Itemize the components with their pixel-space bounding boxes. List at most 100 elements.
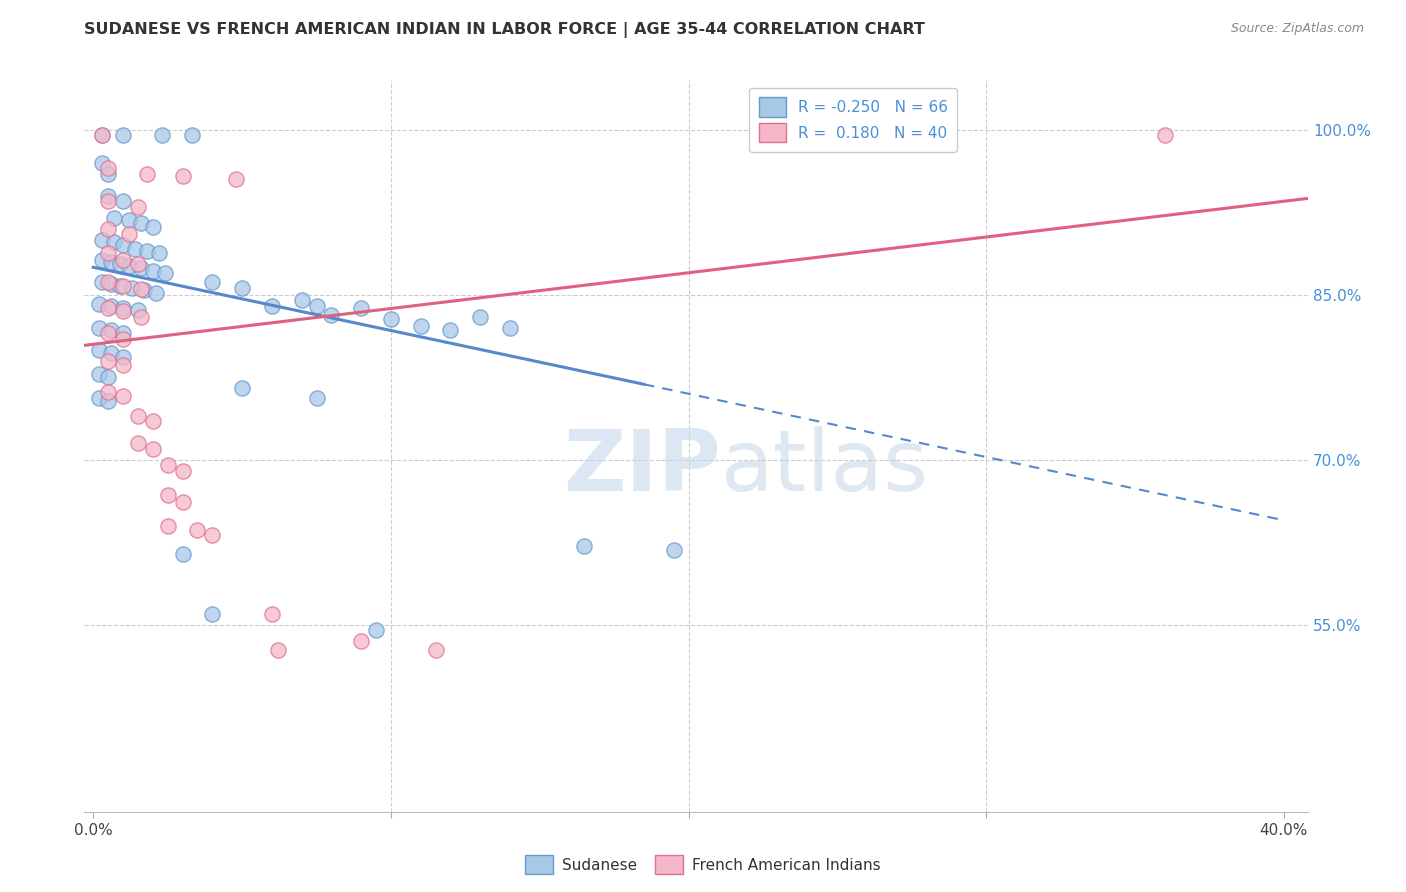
Point — [97, 394, 120, 409]
Point — [89, 343, 111, 357]
Legend: Sudanese, French American Indians: Sudanese, French American Indians — [519, 849, 887, 880]
Point — [364, 624, 387, 638]
Point — [97, 188, 120, 202]
Point — [231, 381, 253, 395]
Point — [172, 494, 194, 508]
Point — [305, 391, 328, 405]
Point — [112, 332, 135, 346]
Point — [148, 246, 170, 260]
Point — [145, 285, 167, 300]
Point — [112, 301, 135, 315]
Point — [97, 161, 120, 176]
Point — [127, 200, 149, 214]
Point — [97, 384, 120, 399]
Point — [180, 128, 202, 143]
Point — [127, 436, 149, 450]
Legend: R = -0.250   N = 66, R =  0.180   N = 40: R = -0.250 N = 66, R = 0.180 N = 40 — [749, 88, 957, 152]
Point — [97, 246, 120, 260]
Point — [121, 281, 143, 295]
Point — [103, 235, 125, 249]
Point — [127, 409, 149, 423]
Point — [135, 167, 157, 181]
Text: ZIP: ZIP — [562, 426, 720, 509]
Point — [132, 284, 155, 298]
Point — [91, 128, 114, 143]
Point — [153, 266, 176, 280]
Point — [172, 464, 194, 478]
Point — [97, 326, 120, 341]
Point — [91, 233, 114, 247]
Point — [142, 414, 165, 428]
Point — [112, 279, 135, 293]
Point — [127, 257, 149, 271]
Point — [112, 326, 135, 341]
Point — [89, 367, 111, 381]
Point — [118, 213, 141, 227]
Point — [574, 539, 596, 553]
Point — [129, 310, 152, 324]
Point — [118, 259, 141, 273]
Point — [89, 296, 111, 310]
Point — [321, 308, 343, 322]
Point — [129, 282, 152, 296]
Point — [186, 523, 208, 537]
Point — [112, 389, 135, 403]
Point — [112, 194, 135, 209]
Point — [142, 263, 165, 277]
Point — [142, 219, 165, 234]
Point — [103, 211, 125, 225]
Point — [425, 643, 447, 657]
Point — [97, 194, 120, 209]
Point — [112, 304, 135, 318]
Point — [499, 320, 522, 334]
Point — [225, 172, 247, 186]
Point — [100, 346, 122, 360]
Point — [291, 293, 314, 308]
Point — [97, 167, 120, 181]
Point — [112, 238, 135, 252]
Point — [124, 242, 146, 256]
Point — [350, 301, 373, 315]
Point — [118, 227, 141, 242]
Point — [127, 303, 149, 318]
Point — [112, 358, 135, 372]
Point — [156, 488, 179, 502]
Point — [409, 318, 432, 333]
Point — [1153, 128, 1175, 143]
Point — [100, 299, 122, 313]
Point — [135, 244, 157, 258]
Point — [129, 216, 152, 230]
Point — [100, 254, 122, 268]
Point — [156, 518, 179, 533]
Point — [100, 323, 122, 337]
Point — [89, 320, 111, 334]
Point — [350, 634, 373, 648]
Text: Source: ZipAtlas.com: Source: ZipAtlas.com — [1230, 22, 1364, 36]
Text: SUDANESE VS FRENCH AMERICAN INDIAN IN LABOR FORCE | AGE 35-44 CORRELATION CHART: SUDANESE VS FRENCH AMERICAN INDIAN IN LA… — [84, 22, 925, 38]
Point — [305, 299, 328, 313]
Point — [91, 252, 114, 267]
Point — [91, 155, 114, 169]
Point — [97, 275, 120, 289]
Point — [267, 643, 290, 657]
Point — [91, 275, 114, 289]
Point — [439, 323, 461, 337]
Point — [662, 543, 685, 558]
Point — [97, 301, 120, 315]
Point — [97, 370, 120, 384]
Point — [112, 128, 135, 143]
Point — [201, 607, 224, 621]
Point — [97, 221, 120, 235]
Point — [201, 527, 224, 541]
Point — [100, 277, 122, 291]
Point — [89, 391, 111, 405]
Point — [260, 607, 283, 621]
Point — [112, 351, 135, 365]
Point — [231, 281, 253, 295]
Point — [108, 257, 131, 271]
Point — [142, 442, 165, 456]
Point — [150, 128, 173, 143]
Point — [156, 458, 179, 473]
Text: atlas: atlas — [720, 426, 928, 509]
Point — [108, 279, 131, 293]
